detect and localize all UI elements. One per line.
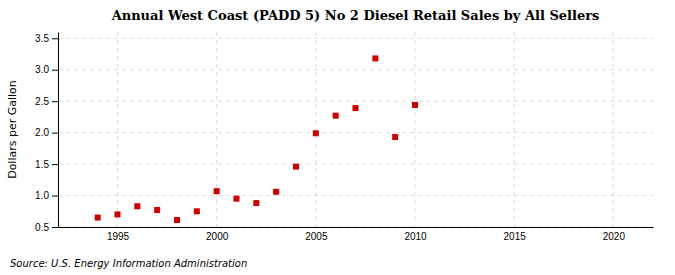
point: [293, 164, 299, 170]
point: [194, 208, 200, 214]
point: [253, 200, 259, 206]
x-tick: 2005: [305, 227, 328, 242]
y-tick-label: 1.5: [35, 159, 49, 170]
y-tick: 2.0: [35, 127, 58, 138]
grid-line-x: [415, 32, 416, 227]
x-tick-label: 2000: [206, 231, 229, 242]
grid-line-x: [613, 32, 614, 227]
point: [214, 188, 220, 194]
y-tick-mark: [52, 164, 58, 165]
x-tick-label: 2015: [504, 231, 527, 242]
y-tick: 1.5: [35, 159, 58, 170]
y-tick-mark: [52, 196, 58, 197]
y-axis-title: Dollars per Gallon: [6, 80, 19, 179]
x-tick: 2020: [603, 227, 626, 242]
grid-line-x: [514, 32, 515, 227]
y-tick-label: 3.0: [35, 64, 49, 75]
y-tick: 1.0: [35, 190, 58, 201]
x-tick-label: 2005: [305, 231, 328, 242]
point: [412, 102, 418, 108]
point: [273, 189, 279, 195]
x-axis-line: [59, 227, 654, 228]
y-tick-label: 3.5: [35, 33, 49, 44]
chart: 1995 2000 2005 2010 2015 2020 0.5 1.0 1.5 2.0 2.5 3…: [0, 0, 675, 275]
plot-area: 1995 2000 2005 2010 2015 2020 0.5 1.0 1.5 2.0 2.5 3…: [35, 32, 653, 242]
y-tick-mark: [52, 38, 58, 39]
x-tick-label: 2020: [603, 231, 626, 242]
y-axis-line: [58, 33, 59, 228]
y-tick: 2.5: [35, 96, 58, 107]
grid-line-y: [58, 69, 653, 70]
grid-line-y: [58, 164, 653, 165]
y-tick: 3.0: [35, 64, 58, 75]
point: [392, 134, 398, 140]
y-axis: 0.5 1.0 1.5 2.0 2.5 3.0 3.5: [35, 33, 58, 233]
grid-line-y: [58, 38, 653, 39]
y-tick-label: 0.5: [35, 222, 49, 233]
title: Annual West Coast (PADD 5) No 2 Diesel R…: [111, 8, 600, 23]
y-tick-mark: [52, 101, 58, 102]
x-tick: 1995: [107, 227, 130, 242]
y-tick-label: 1.0: [35, 190, 49, 201]
x-tick: 2000: [206, 227, 229, 242]
point: [313, 130, 319, 136]
point: [134, 203, 140, 209]
grid-line-x: [216, 32, 217, 227]
y-tick-label: 2.0: [35, 127, 49, 138]
y-tick-mark: [52, 227, 58, 228]
grid-line-y: [58, 195, 653, 196]
point: [333, 113, 339, 119]
points: [95, 55, 418, 223]
y-tick-mark: [52, 133, 58, 134]
grid-line-y: [58, 101, 653, 102]
point: [154, 207, 160, 213]
x-tick-label: 1995: [107, 231, 130, 242]
y-tick: 0.5: [35, 222, 58, 233]
x-tick: 2010: [404, 227, 427, 242]
point: [353, 105, 359, 111]
grid-line-y: [58, 132, 653, 133]
y-tick: 3.5: [35, 33, 58, 44]
point: [115, 211, 121, 217]
x-tick: 2015: [504, 227, 527, 242]
y-tick-mark: [52, 70, 58, 71]
annotation: Source: U.S. Energy Information Administ…: [10, 258, 247, 269]
grid-line-y: [58, 227, 653, 228]
x-tick-label: 2010: [404, 231, 427, 242]
point: [95, 215, 101, 221]
point: [372, 55, 378, 61]
grid-line-x: [117, 32, 118, 227]
grid-line-x: [315, 32, 316, 227]
y-tick-label: 2.5: [35, 96, 49, 107]
point: [234, 196, 240, 202]
grid: [58, 32, 653, 227]
point: [174, 217, 180, 223]
x-axis: 1995 2000 2005 2010 2015 2020: [59, 227, 654, 242]
